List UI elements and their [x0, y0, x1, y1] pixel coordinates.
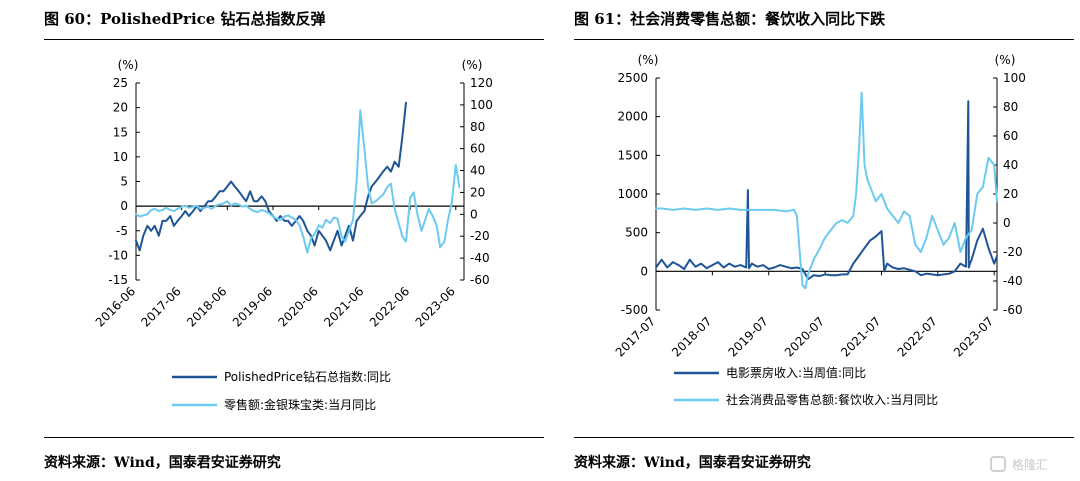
source-note: 资料来源：Wind，国泰君安证券研究 [44, 455, 281, 471]
watermark-text: 格隆汇 [1012, 458, 1049, 472]
x-tick-label: 2023-07 [951, 314, 996, 359]
left-axis-unit: (%) [638, 53, 659, 67]
right-tick-label: 0 [1003, 216, 1011, 230]
right-tick-label: 40 [470, 164, 485, 178]
right-tick-label: -20 [470, 229, 490, 243]
legend-label: 零售额:金银珠宝类:当月同比 [224, 397, 376, 412]
left-tick-label: 0 [120, 199, 128, 213]
figure-61-panel: 图 61：社会消费零售总额：餐饮收入同比下跌 (%) (%) -500 0 500 100… [574, 0, 1074, 481]
source-rule [44, 437, 544, 438]
x-tick-label: 2021-07 [838, 314, 883, 359]
left-tick-label: -5 [116, 224, 128, 238]
right-tick-label: -60 [1003, 303, 1023, 317]
x-tick-label: 2018-07 [669, 314, 714, 359]
left-tick-label: -500 [621, 303, 648, 317]
right-tick-label: 20 [1003, 187, 1018, 201]
right-tick-label: 80 [470, 120, 485, 134]
series-line-left-axis [135, 101, 407, 252]
left-tick-label: 15 [113, 125, 128, 139]
right-tick-label: 40 [1003, 158, 1018, 172]
left-tick-label: 10 [113, 150, 128, 164]
x-tick-label: 2021-06 [321, 284, 366, 329]
right-tick-label: -40 [470, 251, 490, 265]
title-rule [574, 39, 1074, 40]
legend-label: 社会消费品零售总额:餐饮收入:当月同比 [726, 392, 938, 407]
watermark-logo: 格隆汇 [990, 453, 1070, 475]
x-tick-label: 2016-06 [93, 284, 138, 329]
right-axis-unit: (%) [462, 58, 483, 72]
right-tick-label: 120 [470, 76, 493, 90]
left-tick-label: 500 [625, 226, 648, 240]
left-tick-label: 2500 [617, 71, 648, 85]
diamond-index-chart: (%) (%) -15 -10 -5 0 5 10 15 20 25 -60 -40 -20 0 20 40 60… [93, 58, 493, 412]
x-tick-label: 2017-06 [138, 284, 183, 329]
left-axis-unit: (%) [118, 58, 139, 72]
right-tick-label: -60 [470, 273, 490, 287]
x-tick-label: 2018-06 [184, 284, 229, 329]
x-tick-label: 2022-06 [367, 284, 412, 329]
watermark-icon [990, 456, 1006, 472]
figure-title: 图 61：社会消费零售总额：餐饮收入同比下跌 [574, 10, 886, 28]
right-tick-label: 100 [1003, 71, 1026, 85]
x-tick-label: 2020-07 [782, 314, 827, 359]
left-tick-label: 25 [113, 76, 128, 90]
left-tick-label: 20 [113, 101, 128, 115]
source-note: 资料来源：Wind，国泰君安证券研究 [574, 455, 811, 471]
legend-label: 电影票房收入:当周值:同比 [726, 365, 866, 380]
x-tick-label: 2020-06 [275, 284, 320, 329]
right-tick-label: 60 [1003, 129, 1018, 143]
left-tick-label: -10 [108, 248, 128, 262]
right-tick-label: -20 [1003, 245, 1023, 259]
x-tick-label: 2017-07 [613, 314, 658, 359]
right-tick-label: 80 [1003, 100, 1018, 114]
x-tick-label: 2023-06 [413, 284, 458, 329]
series-line-right-axis [655, 91, 998, 290]
left-tick-label: 1500 [617, 148, 648, 162]
left-tick-label: 1000 [617, 187, 648, 201]
right-tick-label: 20 [470, 185, 485, 199]
x-tick-label: 2022-07 [895, 314, 940, 359]
right-tick-label: 0 [470, 207, 478, 221]
left-tick-label: -15 [108, 273, 128, 287]
right-axis-unit: (%) [995, 53, 1016, 67]
title-rule [44, 39, 544, 40]
catering-revenue-chart: (%) (%) -500 0 500 1000 1500 2000 2500 -60 -40 -20 0… [613, 53, 1026, 407]
series-line-left-axis [655, 100, 998, 281]
legend-label: PolishedPrice钻石总指数:同比 [224, 369, 391, 384]
source-rule [574, 437, 1074, 438]
series-line-right-axis [135, 109, 461, 254]
x-tick-label: 2019-06 [230, 284, 275, 329]
right-tick-label: 100 [470, 98, 493, 112]
left-tick-label: 5 [120, 175, 128, 189]
x-tick-label: 2019-07 [725, 314, 770, 359]
left-tick-label: 0 [640, 264, 648, 278]
figure-60-panel: 图 60：PolishedPrice 钻石总指数反弹 (%) (%) -15 -10 -… [44, 0, 544, 481]
right-tick-label: -40 [1003, 274, 1023, 288]
left-tick-label: 2000 [617, 110, 648, 124]
right-tick-label: 60 [470, 142, 485, 156]
figure-title: 图 60：PolishedPrice 钻石总指数反弹 [44, 10, 326, 28]
